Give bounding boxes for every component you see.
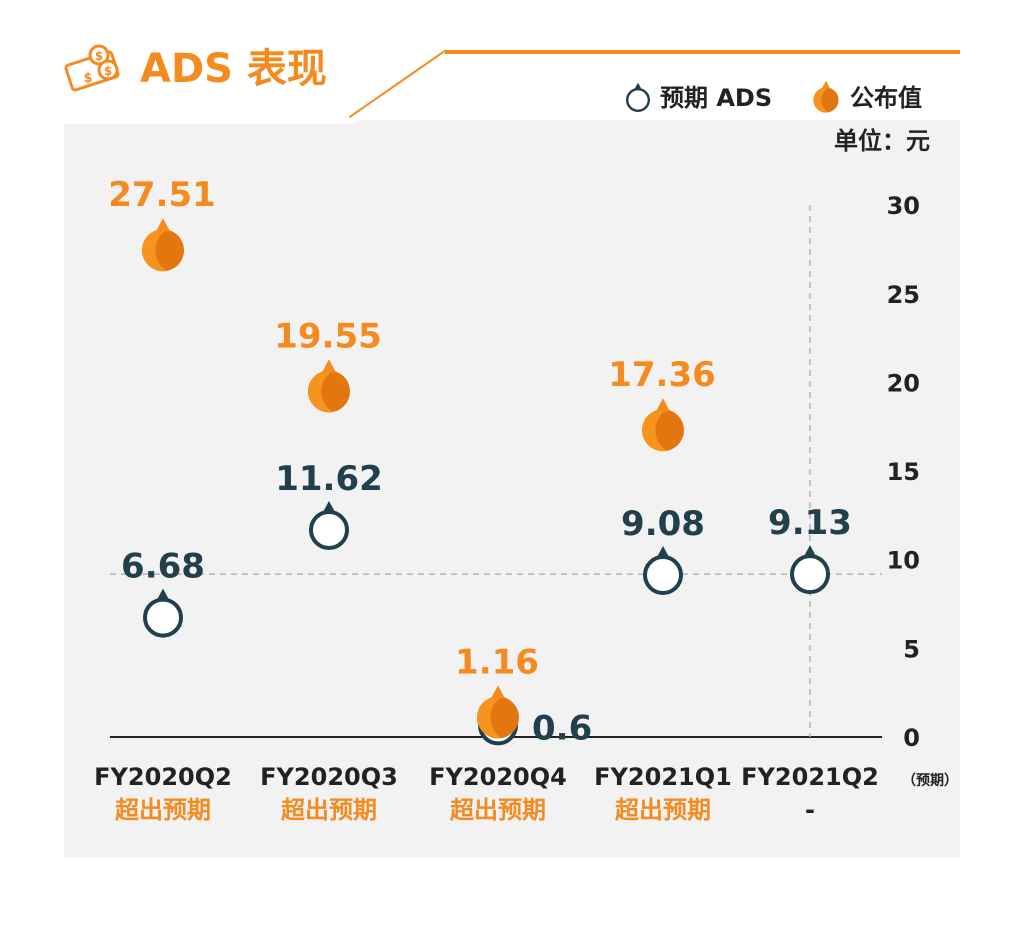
expected-point: [790, 545, 830, 595]
money-icon: $ $ $: [64, 44, 120, 92]
legend-actual-drop-pin-icon: [813, 80, 839, 113]
svg-text:$: $: [104, 64, 112, 78]
y-tick-label: 25: [887, 281, 920, 309]
chart-panel: [64, 120, 960, 858]
actual-data-label: 27.51: [108, 175, 216, 215]
expected-data-label: 9.13: [768, 503, 852, 543]
actual-point: [308, 359, 350, 413]
y-tick-label: 20: [887, 369, 920, 397]
x-tick-label: FY2020Q2: [94, 763, 232, 791]
category-note: -: [805, 796, 815, 824]
expected-data-label: 11.62: [275, 459, 383, 499]
x-tick-suffix: （预期）: [902, 773, 958, 789]
actual-data-label: 19.55: [274, 316, 382, 356]
legend-drop-pin-icon: [813, 80, 839, 113]
unit-label: 单位：元: [834, 127, 930, 155]
y-tick-label: 15: [887, 458, 920, 486]
legend: 预期 ADS 公布值 单位：元: [625, 80, 930, 155]
category-note: 超出预期: [281, 796, 377, 824]
actual-point: [142, 218, 184, 272]
y-axis-ticks: 0 5 10 15 20 25 30: [887, 192, 920, 752]
expected-point: [143, 588, 183, 638]
y-tick-label: 0: [903, 724, 920, 752]
y-tick-label: 5: [903, 635, 920, 663]
y-tick-label: 10: [887, 547, 920, 575]
x-tick-label: FY2020Q4: [429, 763, 567, 791]
legend-ring-pin-icon: [625, 82, 650, 112]
category-note: 超出预期: [115, 796, 211, 824]
actual-point: [477, 685, 519, 739]
legend-expected-ring-pin-icon: [625, 82, 650, 112]
data-marks: 6.68 11.62 0.6 9.08 9.13 27.51 19.55 1.16 17.36: [108, 175, 852, 748]
y-tick-label: 30: [887, 192, 920, 220]
expected-point: [309, 500, 349, 550]
x-tick-label: FY2020Q3: [260, 763, 398, 791]
expected-data-label: 0.6: [532, 708, 592, 748]
legend-expected-label: 预期 ADS: [660, 84, 772, 112]
svg-text:$: $: [83, 71, 92, 86]
expected-data-label: 6.68: [121, 547, 205, 587]
svg-text:$: $: [95, 49, 103, 63]
category-note: 超出预期: [615, 796, 711, 824]
x-axis-categories: FY2020Q2 超出预期 FY2020Q3 超出预期 FY2020Q4 超出预期 FY20…: [94, 763, 958, 824]
x-tick-label: FY2021Q1: [594, 763, 732, 791]
actual-data-label: 17.36: [608, 355, 716, 395]
page-title: ADS 表现: [140, 46, 327, 92]
legend-actual-label: 公布值: [850, 84, 922, 112]
category-note: 超出预期: [450, 796, 546, 824]
actual-point: [642, 398, 684, 452]
x-tick-label: FY2021Q2: [741, 763, 879, 791]
expected-point: [643, 546, 683, 596]
expected-data-label: 9.08: [621, 504, 705, 544]
actual-data-label: 1.16: [455, 642, 539, 682]
